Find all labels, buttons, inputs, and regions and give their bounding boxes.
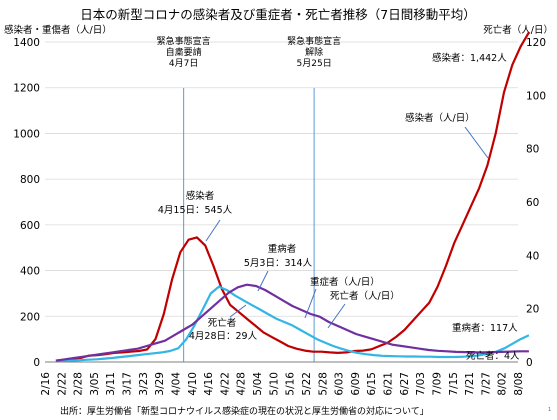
annotation-text: 重症者（人/日）: [310, 276, 380, 288]
x-tick-label: 7/15: [448, 372, 460, 396]
y-left-tick-label: 0: [33, 357, 40, 369]
series-line: [55, 285, 530, 363]
y-left-tick-label: 200: [20, 311, 40, 323]
x-tick-label: 4/10: [187, 372, 199, 396]
event-label: 緊急事態宣言: [287, 35, 341, 47]
x-axis: 2/16 2/22 2/28 3/05 3/11 3/17 3/23 3/29 4/04 4/10…: [40, 361, 525, 396]
annotation-text: 感染者: [186, 190, 215, 202]
source-note: 出所：厚生労働省「新型コロナウイルス感染症の現在の状況と厚生労働省の対応について…: [60, 405, 429, 417]
event-label: 4月7日: [169, 58, 198, 69]
annotation-arrow: [327, 303, 346, 329]
x-tick-label: 6/27: [399, 372, 411, 396]
annotation-text: 感染者（人/日）: [405, 112, 475, 124]
y-right-tick-label: 20: [526, 304, 539, 316]
y-right-tick-label: 0: [526, 357, 533, 369]
x-tick-label: 7/09: [431, 372, 443, 396]
annotation-text: 感染者：1,442人: [432, 52, 507, 64]
x-tick-label: 5/04: [252, 372, 264, 396]
annotation-arrow: [304, 288, 317, 319]
annotation-arrow: [229, 304, 247, 318]
x-tick-label: 5/16: [285, 372, 297, 396]
annotation-text: 死亡者：4人: [466, 350, 520, 362]
x-tick-label: 7/27: [480, 372, 492, 396]
annotation-text: 4月15日：545人: [158, 205, 233, 216]
event-label: 自粛要請: [166, 46, 202, 58]
x-tick-label: 4/04: [170, 372, 182, 396]
x-tick-label: 2/28: [73, 372, 85, 396]
series-line: [55, 283, 529, 362]
x-tick-label: 3/05: [89, 372, 101, 396]
x-tick-label: 5/22: [301, 372, 313, 396]
annotation-text: 死亡者: [208, 317, 237, 329]
x-tick-label: 3/11: [105, 372, 117, 396]
y-right-tick-label: 80: [526, 144, 539, 156]
left-axis-label: 感染者・重傷者（人/日）: [4, 24, 112, 36]
x-tick-label: 4/16: [203, 372, 215, 396]
y-left-tick-label: 1400: [13, 37, 40, 49]
y-right-tick-label: 120: [526, 37, 546, 49]
x-tick-label: 5/28: [317, 372, 329, 396]
y-right-tick-label: 60: [526, 197, 539, 209]
y-left-tick-label: 600: [20, 220, 40, 232]
event-label: 5月25日: [297, 58, 332, 69]
x-tick-label: 6/03: [334, 372, 346, 396]
x-tick-label: 2/22: [56, 372, 68, 396]
annotation-arrow: [464, 126, 489, 159]
event-label: 緊急事態宣言: [157, 35, 211, 47]
x-tick-label: 6/21: [383, 372, 395, 396]
annotation-text: 重病者: [268, 243, 297, 255]
event-label: 解除: [305, 46, 323, 58]
x-tick-label: 2/16: [40, 372, 52, 396]
annotation-text: 死亡者（人/日）: [330, 290, 400, 302]
series-line: [55, 31, 530, 362]
y-left-tick-label: 1000: [13, 128, 40, 140]
annotation-text: 重病者：117人: [452, 322, 518, 334]
x-tick-label: 7/21: [464, 372, 476, 396]
x-tick-label: 8/02: [497, 372, 509, 396]
x-tick-label: 5/10: [268, 372, 280, 396]
x-tick-label: 6/09: [350, 372, 362, 396]
y-left-tick-label: 1200: [13, 83, 40, 95]
x-tick-label: 3/17: [122, 372, 134, 396]
x-tick-label: 6/15: [366, 372, 378, 396]
y-right-tick-label: 40: [526, 250, 539, 262]
x-tick-label: 3/29: [154, 372, 166, 396]
y-axis-right: 0 20 40 60 80 100 120: [526, 37, 546, 369]
x-tick-label: 8/08: [513, 372, 525, 396]
y-left-tick-label: 400: [20, 266, 40, 278]
annotation-arrow: [205, 219, 221, 242]
chart-title: 日本の新型コロナの感染者及び重症者・死亡者推移（7日間移動平均）: [80, 7, 475, 22]
x-tick-label: 3/23: [138, 372, 150, 396]
y-left-tick-label: 800: [20, 174, 40, 186]
annotation-arrow: [257, 270, 269, 292]
x-tick-label: 4/28: [236, 372, 248, 396]
x-tick-label: 7/03: [415, 372, 427, 396]
annotation-text: 4月28日：29人: [189, 331, 258, 342]
page-number: 1: [548, 407, 551, 413]
series-lines: [55, 31, 530, 363]
y-right-tick-label: 100: [526, 90, 546, 102]
y-axis-left: 0 200 400 600 800 1000 1200 1400: [13, 37, 40, 369]
right-axis-label: 死亡者（人/日）: [483, 24, 553, 36]
annotation-text: 5月3日：314人: [244, 258, 313, 269]
x-tick-label: 4/22: [219, 372, 231, 396]
gridlines: [45, 41, 518, 363]
